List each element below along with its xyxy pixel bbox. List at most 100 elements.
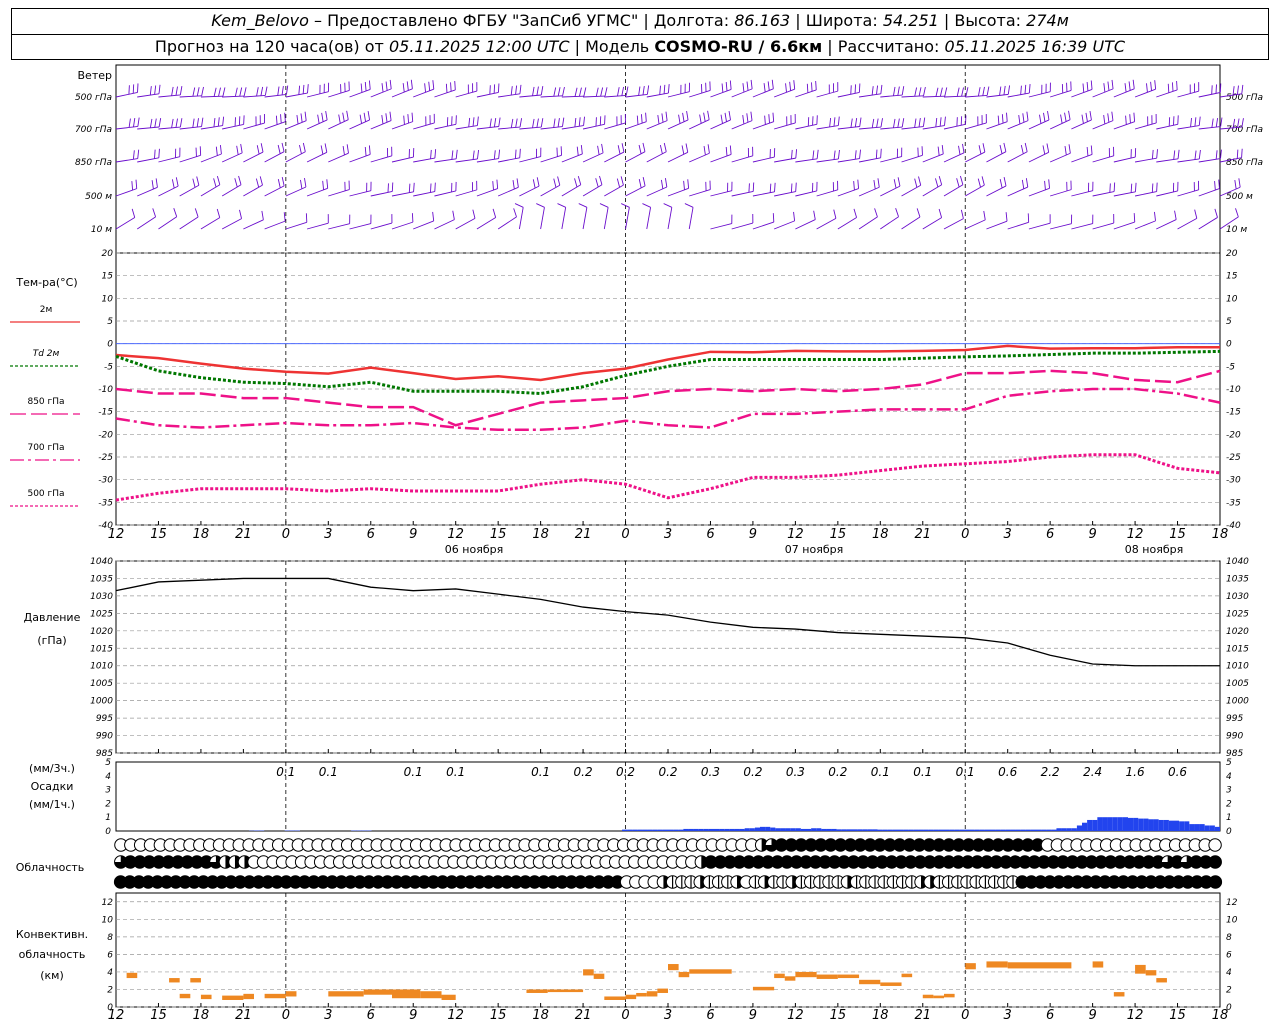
wind-level-label-left: 10 м bbox=[91, 225, 112, 235]
precip-bar bbox=[1051, 829, 1057, 831]
time-tick-label: 0 bbox=[621, 527, 629, 542]
wind-barb-feather bbox=[1068, 110, 1071, 120]
convective-tick-right: 8 bbox=[1226, 933, 1232, 943]
cloud-three-quarter-fill bbox=[114, 855, 127, 869]
wind-barb-shaft bbox=[731, 120, 753, 130]
precip-bar bbox=[1158, 819, 1164, 831]
precip-bar bbox=[852, 829, 858, 831]
wind-barb-feather bbox=[1028, 84, 1031, 94]
convective-cloud-bar bbox=[179, 993, 191, 999]
wind-barb-feather bbox=[1089, 110, 1092, 121]
time-tick-label-bottom: 12 bbox=[1127, 1008, 1144, 1023]
wind-barb-feather bbox=[914, 178, 918, 188]
time-tick-label-bottom: 21 bbox=[575, 1008, 592, 1023]
precip-bar bbox=[1092, 819, 1098, 831]
wind-barb-shaft bbox=[943, 218, 964, 230]
time-tick-label-bottom: 15 bbox=[1169, 1008, 1186, 1023]
cloud-symbol bbox=[1208, 838, 1222, 852]
wind-barb-shaft bbox=[370, 222, 393, 230]
wind-barb-shaft bbox=[285, 186, 307, 197]
wind-barb-feather bbox=[434, 149, 437, 159]
time-tick-label-bottom: 12 bbox=[108, 1008, 125, 1023]
wind-barb-feather bbox=[260, 86, 264, 96]
wind-barb-shaft bbox=[243, 122, 265, 130]
wind-barb-feather bbox=[646, 85, 650, 95]
wind-barb-feather bbox=[411, 112, 414, 122]
cloud-symbol bbox=[941, 875, 956, 889]
wind-barb-shaft bbox=[413, 220, 434, 230]
wind-barb-feather bbox=[1154, 211, 1156, 221]
wind-barb-feather bbox=[893, 179, 897, 189]
wind-barb-feather bbox=[342, 146, 345, 156]
wind-barb-feather bbox=[725, 81, 728, 92]
cloud-three-quarter-fill bbox=[765, 838, 778, 852]
time-tick-label: 21 bbox=[235, 527, 252, 542]
wind-barb-feather bbox=[222, 116, 225, 126]
wind-barb-feather bbox=[978, 145, 982, 155]
wind-barb-shaft bbox=[943, 95, 966, 98]
precip-bar bbox=[1066, 828, 1072, 831]
wind-barb-feather bbox=[277, 144, 281, 154]
wind-barb-shaft bbox=[540, 126, 563, 130]
wind-barb-feather bbox=[642, 142, 646, 152]
wind-barb-shaft bbox=[625, 151, 646, 163]
wind-barb-shaft bbox=[1177, 217, 1198, 230]
wind-barb-feather bbox=[322, 180, 325, 190]
wind-barb-shaft bbox=[519, 156, 541, 163]
temp-tick-left: 5 bbox=[107, 317, 113, 327]
time-tick-label: 9 bbox=[749, 527, 757, 542]
wind-level-label-right: 700 гПа bbox=[1226, 125, 1263, 135]
wind-barb-shaft bbox=[1113, 221, 1135, 230]
temp-legend-label: 700 гПа bbox=[27, 443, 64, 453]
wind-barb-feather bbox=[260, 143, 264, 153]
convective-tick-right: 6 bbox=[1226, 950, 1232, 960]
wind-barb-shaft bbox=[795, 190, 817, 197]
wind-barb-feather bbox=[982, 143, 986, 153]
wind-barb-shaft bbox=[370, 88, 392, 98]
wind-barb-shaft bbox=[582, 123, 605, 130]
wind-barb-shaft bbox=[1092, 88, 1114, 98]
convective-cloud-bar bbox=[752, 986, 775, 991]
wind-barb-shaft bbox=[646, 92, 669, 98]
wind-barb-shaft bbox=[773, 220, 795, 230]
wind-barb-shaft bbox=[710, 190, 732, 197]
convective-tick-left: 4 bbox=[107, 968, 113, 978]
wind-barb-feather bbox=[1026, 111, 1029, 121]
convective-cloud-bar bbox=[1135, 964, 1146, 974]
convective-cloud-bar bbox=[901, 973, 913, 978]
wind-barb-feather bbox=[368, 145, 371, 155]
precip-bar bbox=[714, 828, 720, 831]
temp-tick-right: 20 bbox=[1226, 249, 1238, 259]
wind-barb-feather bbox=[938, 175, 943, 185]
wind-barb-feather bbox=[914, 118, 917, 128]
wind-barb-shaft bbox=[476, 92, 499, 98]
precip-bar bbox=[1179, 821, 1185, 831]
wind-barb-feather bbox=[342, 112, 345, 122]
wind-barb-feather bbox=[935, 87, 939, 97]
wind-barb-feather bbox=[720, 114, 723, 124]
time-tick-label: 6 bbox=[706, 527, 714, 542]
wind-barb-feather bbox=[385, 81, 388, 91]
time-tick-label: 3 bbox=[324, 527, 332, 542]
wind-barb-shaft bbox=[115, 126, 138, 130]
wind-barb-feather bbox=[725, 146, 728, 157]
wind-barb-feather bbox=[642, 203, 651, 208]
wind-barb-feather bbox=[451, 150, 454, 160]
wind-barb-feather bbox=[476, 116, 479, 126]
wind-barb-feather bbox=[665, 111, 668, 121]
pressure-tick-left: 1010 bbox=[90, 662, 113, 672]
wind-barb-feather bbox=[367, 110, 371, 120]
wind-barb-feather bbox=[510, 118, 514, 128]
temp-tick-left: -25 bbox=[98, 453, 113, 463]
wind-barb-feather bbox=[767, 81, 770, 91]
time-tick-label: 6 bbox=[1046, 527, 1054, 542]
day-label: 06 ноября bbox=[445, 543, 503, 556]
wind-barb-feather bbox=[281, 142, 285, 152]
wind-barb-shaft bbox=[476, 126, 499, 130]
wind-barb-feather bbox=[1177, 149, 1180, 159]
time-tick-label-bottom: 9 bbox=[749, 1008, 757, 1023]
precip-bar bbox=[846, 829, 852, 831]
wind-barb-feather bbox=[833, 209, 837, 219]
wind-barb-feather bbox=[880, 148, 882, 158]
wind-barb-feather bbox=[192, 87, 196, 97]
